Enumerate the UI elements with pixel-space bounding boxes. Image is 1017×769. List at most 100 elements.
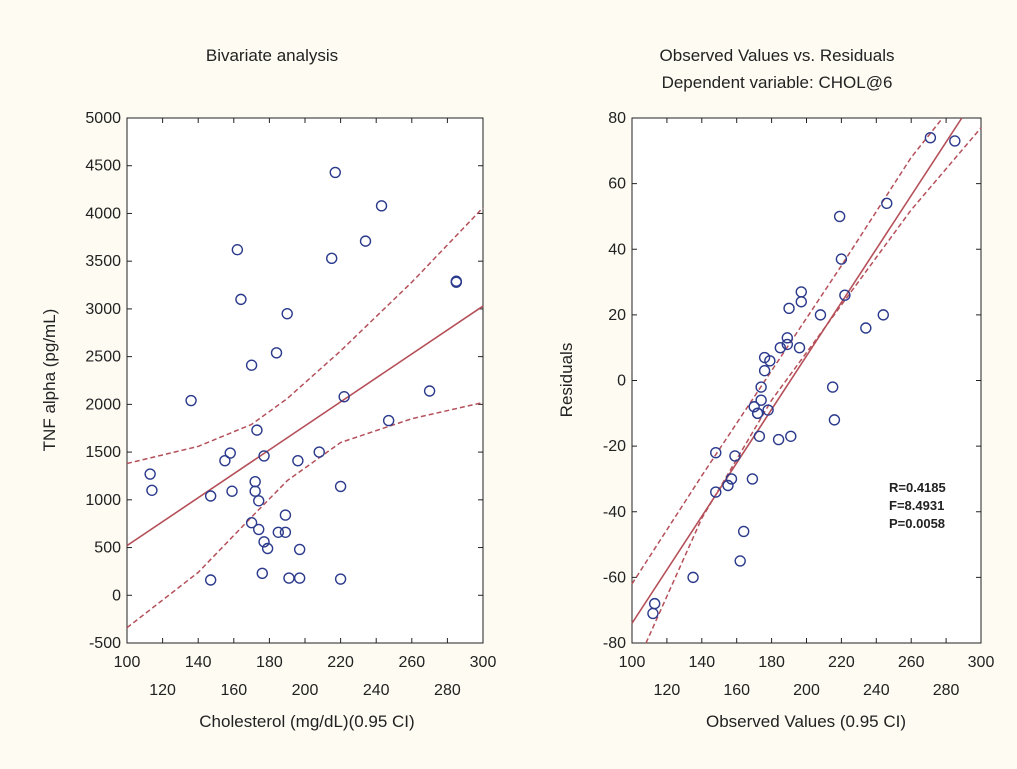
data-point bbox=[814, 309, 827, 321]
x-tick-label-minor: 240 bbox=[363, 682, 390, 699]
data-point bbox=[795, 286, 807, 298]
data-point bbox=[334, 573, 347, 585]
data-point bbox=[204, 574, 217, 586]
y-tick-labels: -80 -60 -40 -20 0 20 40 60 80 bbox=[603, 110, 626, 652]
data-point bbox=[185, 394, 197, 407]
fit-line bbox=[126, 305, 484, 547]
data-point bbox=[781, 338, 794, 351]
data-point bbox=[270, 347, 283, 359]
x-tick-label-major: 260 bbox=[898, 654, 925, 671]
data-point bbox=[293, 543, 306, 556]
data-point bbox=[281, 307, 293, 320]
y-tick-label: -20 bbox=[603, 438, 626, 455]
data-point bbox=[144, 468, 156, 480]
x-tick-label-minor: 120 bbox=[654, 682, 681, 699]
data-point bbox=[710, 446, 722, 459]
data-point bbox=[146, 484, 158, 496]
data-point bbox=[774, 341, 787, 354]
ci-upper-line bbox=[126, 207, 484, 465]
x-tick-label-minor: 160 bbox=[723, 682, 750, 699]
stat-r: R=0.4185 bbox=[889, 480, 946, 495]
data-point bbox=[450, 276, 462, 288]
data-point bbox=[245, 359, 258, 371]
bivariate-analysis-chart: Bivariate analysis -500 0 500 1000 1500 2000 2… bbox=[40, 46, 496, 731]
data-point bbox=[258, 536, 270, 548]
x-tick-label-major: 100 bbox=[114, 654, 141, 671]
y-tick-labels: -500 0 500 1000 1500 2000 2500 3000 3500 4000 4500… bbox=[85, 110, 121, 652]
chart-title: Observed Values vs. Residuals bbox=[660, 46, 895, 65]
data-point bbox=[647, 607, 659, 620]
y-axis-label: Residuals bbox=[557, 343, 576, 418]
data-point bbox=[261, 542, 274, 555]
data-point bbox=[833, 210, 846, 223]
data-point bbox=[762, 404, 774, 416]
data-point bbox=[755, 381, 767, 393]
data-point bbox=[329, 166, 341, 179]
data-point bbox=[235, 293, 247, 306]
x-tick-label-major: 220 bbox=[327, 654, 354, 671]
data-point bbox=[334, 480, 347, 493]
y-tick-label: 4000 bbox=[85, 205, 121, 222]
data-point bbox=[253, 523, 265, 536]
data-point bbox=[793, 341, 806, 354]
x-tick-label-major: 300 bbox=[470, 654, 497, 671]
data-point bbox=[251, 424, 263, 436]
y-tick-label: 0 bbox=[112, 587, 121, 604]
data-point bbox=[326, 252, 338, 265]
data-point bbox=[785, 430, 797, 442]
y-tick-label: 20 bbox=[608, 307, 626, 324]
data-point bbox=[292, 454, 304, 467]
data-point bbox=[746, 473, 759, 485]
data-point bbox=[382, 414, 395, 427]
y-tick-label: 60 bbox=[608, 176, 626, 193]
y-tick-label: -500 bbox=[89, 635, 121, 652]
data-point bbox=[231, 244, 244, 256]
x-tick-label-minor: 160 bbox=[220, 682, 247, 699]
data-point bbox=[258, 450, 270, 462]
tick-marks bbox=[126, 117, 484, 644]
y-tick-label: 3000 bbox=[85, 301, 121, 318]
data-point bbox=[272, 526, 284, 538]
residuals-chart: Observed Values vs. Residuals Dependent … bbox=[557, 46, 994, 731]
y-tick-label: 2000 bbox=[85, 396, 121, 413]
data-point bbox=[772, 433, 785, 446]
y-tick-label: -80 bbox=[603, 635, 626, 652]
data-point bbox=[375, 200, 388, 212]
data-point bbox=[881, 197, 893, 210]
data-point bbox=[828, 414, 841, 426]
data-point bbox=[748, 401, 760, 413]
x-tick-label-major: 220 bbox=[828, 654, 855, 671]
x-tick-label-major: 140 bbox=[688, 654, 715, 671]
x-tick-label-minor: 240 bbox=[863, 682, 890, 699]
chart-title: Bivariate analysis bbox=[206, 46, 338, 65]
confidence-bands bbox=[631, 117, 982, 644]
data-point bbox=[359, 235, 372, 247]
x-tick-label-minor: 200 bbox=[793, 682, 820, 699]
x-tick-label-major: 260 bbox=[398, 654, 425, 671]
y-tick-label: 0 bbox=[617, 373, 626, 390]
data-point bbox=[835, 253, 848, 265]
y-tick-label: 500 bbox=[94, 540, 121, 557]
y-axis-label: TNF alpha (pg/mL) bbox=[40, 309, 59, 452]
x-tick-label-minor: 200 bbox=[292, 682, 319, 699]
data-point bbox=[949, 135, 961, 147]
data-point bbox=[313, 446, 325, 458]
ci-upper-line bbox=[631, 117, 944, 585]
data-point bbox=[755, 394, 767, 406]
confidence-bands bbox=[126, 207, 484, 629]
plot-area bbox=[631, 117, 982, 644]
data-point bbox=[204, 490, 217, 502]
ci-lower-line bbox=[645, 127, 982, 644]
data-point bbox=[687, 571, 699, 584]
y-tick-label: 5000 bbox=[85, 110, 121, 127]
data-point bbox=[758, 364, 771, 377]
y-tick-label: 80 bbox=[608, 110, 626, 127]
x-tick-label-minor: 280 bbox=[933, 682, 960, 699]
data-point bbox=[338, 391, 350, 403]
y-tick-label: -40 bbox=[603, 504, 626, 521]
data-point bbox=[219, 454, 231, 467]
data-points bbox=[647, 131, 961, 620]
x-axis-label: Observed Values (0.95 CI) bbox=[706, 712, 906, 731]
y-tick-label: -60 bbox=[603, 569, 626, 586]
data-point bbox=[279, 526, 292, 538]
